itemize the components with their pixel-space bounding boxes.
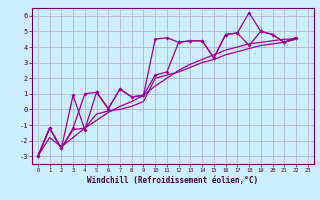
X-axis label: Windchill (Refroidissement éolien,°C): Windchill (Refroidissement éolien,°C) bbox=[87, 176, 258, 185]
